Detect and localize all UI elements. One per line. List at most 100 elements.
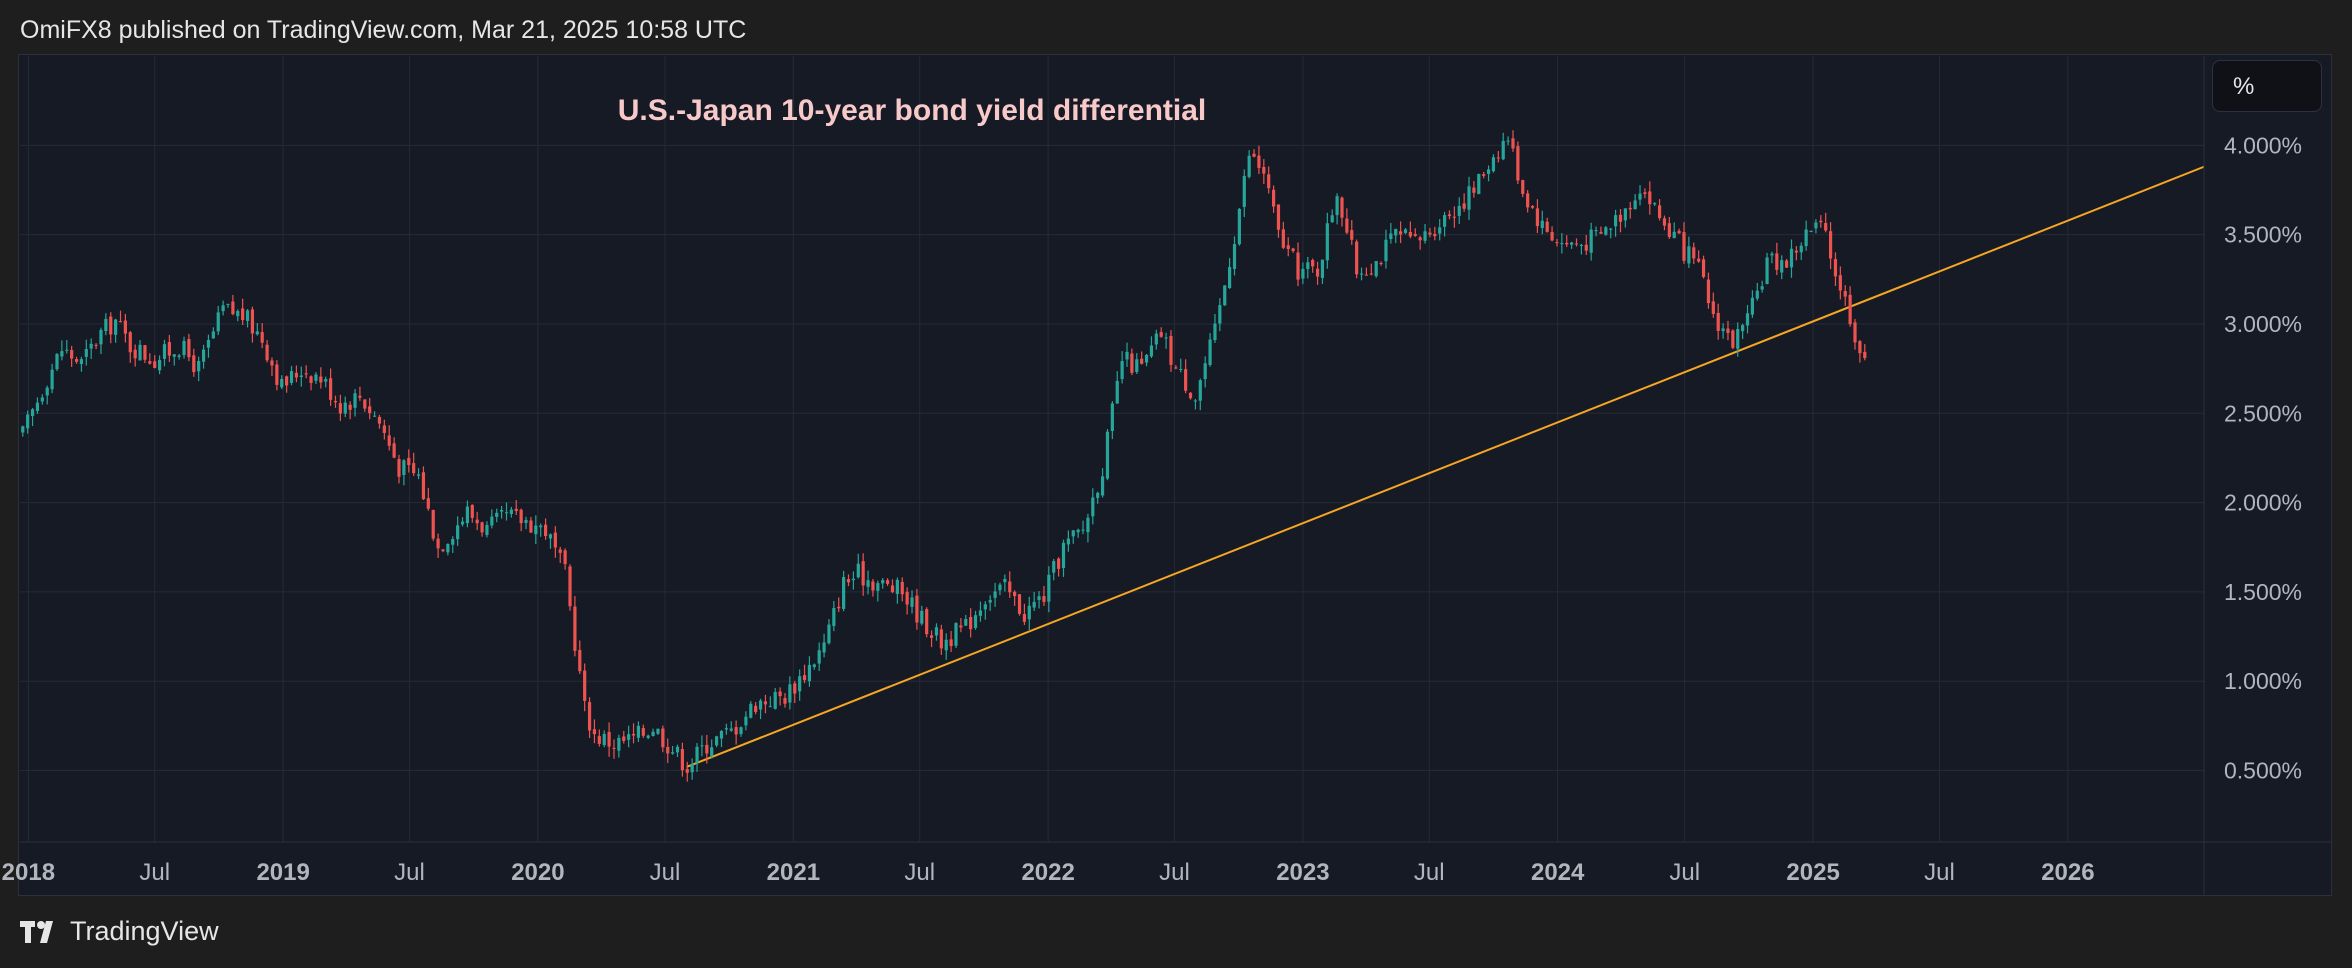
candle-body: [1066, 538, 1070, 545]
candle: [1618, 209, 1623, 233]
candle-body: [1618, 214, 1623, 222]
candle: [778, 687, 782, 706]
candle-body: [1423, 231, 1427, 241]
candle: [70, 345, 74, 367]
candle: [1359, 267, 1364, 281]
candle: [1267, 166, 1271, 194]
candle: [1140, 351, 1144, 365]
candle: [1526, 190, 1530, 213]
candle: [241, 298, 245, 326]
candle: [1648, 181, 1652, 215]
candle: [104, 313, 108, 336]
candle-body: [1604, 227, 1608, 235]
candle: [1760, 280, 1764, 293]
candle: [1394, 228, 1398, 244]
candle: [1340, 196, 1344, 227]
candle: [456, 516, 460, 546]
candle: [1174, 365, 1178, 370]
candle-body: [1008, 581, 1012, 593]
candle: [304, 365, 308, 379]
candle: [299, 366, 303, 387]
candle: [348, 401, 352, 420]
candle-body: [143, 345, 147, 360]
candle-body: [187, 339, 191, 358]
y-tick-label: 0.500%: [2224, 758, 2302, 784]
candle-body: [1799, 245, 1803, 253]
candle-body: [70, 350, 74, 359]
candle-body: [1369, 273, 1373, 275]
candle-body: [1638, 193, 1642, 200]
candle: [426, 487, 430, 511]
candle: [1052, 558, 1056, 581]
candle-body: [490, 516, 494, 526]
candle-body: [524, 519, 528, 523]
candle-body: [1579, 244, 1583, 246]
candle-body: [744, 716, 748, 726]
candle: [617, 734, 621, 758]
candle-body: [1789, 248, 1794, 268]
brand-name: TradingView: [70, 916, 219, 946]
candle: [294, 365, 299, 383]
candle: [485, 521, 489, 538]
candle: [983, 601, 987, 620]
candle: [749, 701, 753, 719]
candle-body: [1262, 167, 1266, 174]
candle: [221, 300, 225, 316]
candle: [607, 722, 611, 757]
candle: [563, 548, 567, 570]
candle: [30, 407, 35, 427]
y-tick-label: 3.500%: [2224, 222, 2302, 248]
candle-body: [128, 332, 132, 353]
candle: [1540, 210, 1544, 235]
candle-body: [1100, 476, 1105, 496]
candle: [1096, 491, 1100, 504]
candle-body: [412, 463, 416, 474]
candle: [1022, 603, 1027, 625]
candle: [387, 425, 391, 451]
candle: [382, 419, 386, 440]
candle-body: [216, 312, 220, 332]
candle: [1047, 566, 1051, 613]
candle-body: [661, 728, 665, 748]
x-tick-label: Jul: [1669, 859, 1700, 886]
candle: [324, 376, 328, 388]
candle-body: [1428, 232, 1432, 235]
candle-body: [260, 332, 264, 343]
candle: [719, 730, 724, 748]
candle-body: [1853, 322, 1857, 343]
candle: [846, 574, 851, 587]
candle-body: [255, 331, 259, 335]
candle-body: [1447, 214, 1452, 217]
candle-body: [1135, 359, 1139, 372]
trendline-layer: [686, 165, 2205, 768]
candle-body: [1482, 174, 1486, 176]
trendline: [686, 165, 2205, 768]
candle: [372, 411, 377, 417]
candle: [578, 640, 582, 674]
candle-body: [915, 595, 919, 623]
candle: [1662, 215, 1667, 231]
candle: [416, 468, 421, 480]
candle: [1291, 247, 1295, 253]
candle-body: [622, 736, 626, 741]
candle: [1184, 359, 1188, 394]
candle: [211, 327, 215, 339]
candle-body: [1706, 279, 1711, 304]
candle-body: [1741, 325, 1745, 332]
candle-body: [1794, 250, 1798, 253]
candle: [407, 449, 411, 473]
candle: [1848, 286, 1852, 327]
candle: [495, 508, 499, 523]
percent-scale-button[interactable]: %: [2212, 60, 2322, 112]
candle-body: [1105, 431, 1110, 479]
candle: [1203, 356, 1207, 388]
publisher-line: OmiFX8 published on TradingView.com, Mar…: [20, 16, 747, 44]
footer-brand[interactable]: TradingView: [20, 916, 219, 947]
candle-body: [84, 349, 88, 357]
candle-body: [1843, 291, 1847, 297]
candle-body: [1208, 339, 1212, 365]
candle: [1335, 193, 1339, 225]
candle: [1247, 150, 1251, 179]
candle-body: [382, 425, 386, 433]
